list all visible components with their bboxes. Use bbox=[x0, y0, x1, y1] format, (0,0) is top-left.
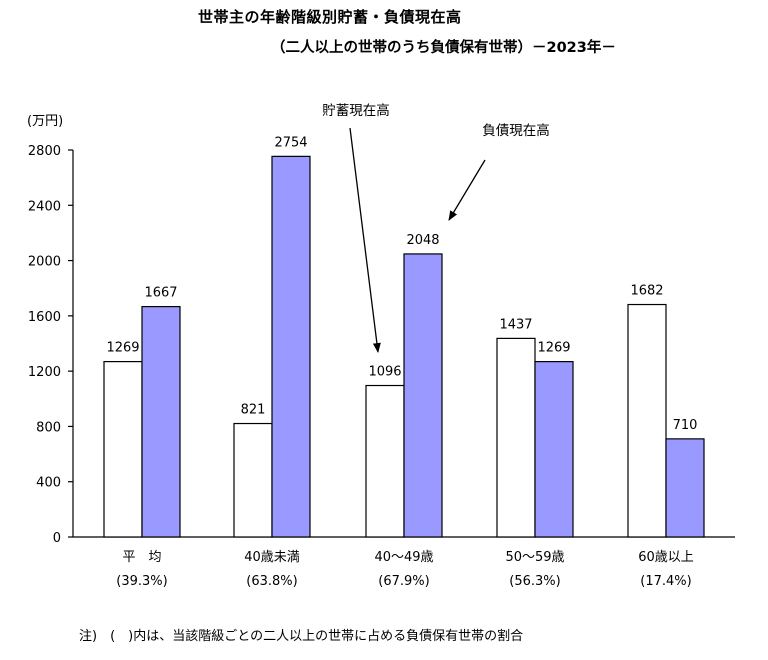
arrow-savings bbox=[349, 127, 381, 353]
x-category-label: 50～59歳 bbox=[505, 550, 564, 565]
bar bbox=[665, 438, 705, 538]
x-category-label: 60歳以上 bbox=[638, 550, 694, 565]
bar-value-label: 821 bbox=[241, 403, 266, 418]
bar-value-label: 1269 bbox=[106, 341, 139, 356]
bar bbox=[233, 422, 273, 538]
x-category-label: 平 均 bbox=[122, 550, 161, 565]
bar bbox=[365, 384, 405, 538]
x-category-note: (67.9%) bbox=[378, 574, 429, 589]
bar-value-label: 1096 bbox=[368, 365, 401, 380]
bar bbox=[403, 253, 443, 538]
chart-axes: 0 400 800 1200 1600 2000 2400 2800 bbox=[28, 144, 735, 546]
x-category-note: (56.3%) bbox=[509, 574, 560, 589]
bar bbox=[271, 155, 311, 538]
x-category-label: 40～49歳 bbox=[374, 550, 433, 565]
chart-subtitle: （二人以上の世帯のうち負債保有世帯）－2023年－ bbox=[271, 40, 616, 56]
bar-value-label: 1682 bbox=[630, 284, 663, 299]
y-tick-label: 2800 bbox=[28, 144, 61, 159]
x-category-label: 40歳未満 bbox=[244, 550, 300, 565]
y-tick-label: 400 bbox=[36, 476, 61, 491]
y-tick-label: 800 bbox=[36, 420, 61, 435]
bar bbox=[141, 305, 181, 538]
annotation-debt: 負債現在高 bbox=[482, 122, 550, 139]
y-axis-unit-label: (万円) bbox=[27, 114, 64, 129]
footnote: 注) ( )内は、当該階級ごとの二人以上の世帯に占める負債保有世帯の割合 bbox=[79, 629, 524, 644]
y-tick-label: 0 bbox=[53, 531, 61, 546]
x-category-note: (17.4%) bbox=[640, 574, 691, 589]
bar-value-label: 1437 bbox=[499, 317, 532, 332]
bar bbox=[627, 303, 667, 538]
bar-value-label: 710 bbox=[673, 418, 698, 433]
chart-title: 世帯主の年齢階級別貯蓄・負債現在高 bbox=[198, 8, 462, 26]
chart-labels: 1269 1667 平 均 (39.3%) 821 2754 40歳未満 (63.8%) 109… bbox=[106, 135, 697, 589]
y-tick-label: 1200 bbox=[28, 365, 61, 380]
y-tick-label: 2400 bbox=[28, 199, 61, 214]
bar bbox=[496, 337, 536, 538]
y-tick-label: 2000 bbox=[28, 255, 61, 270]
bar bbox=[534, 361, 574, 538]
chart-bars bbox=[103, 155, 705, 538]
bar bbox=[103, 361, 143, 538]
bar-value-label: 2754 bbox=[274, 135, 307, 150]
y-tick-label: 1600 bbox=[28, 310, 61, 325]
bar-value-label: 2048 bbox=[406, 233, 439, 248]
bar-value-label: 1269 bbox=[537, 341, 570, 356]
annotation-savings: 貯蓄現在高 bbox=[322, 102, 390, 119]
bar-value-label: 1667 bbox=[144, 286, 177, 301]
x-category-note: (63.8%) bbox=[246, 574, 297, 589]
x-category-note: (39.3%) bbox=[116, 574, 167, 589]
bar-chart: 0 400 800 1200 1600 2000 2400 2800 1269 1667 平 均 (… bbox=[28, 102, 735, 589]
arrow-debt bbox=[448, 159, 486, 221]
